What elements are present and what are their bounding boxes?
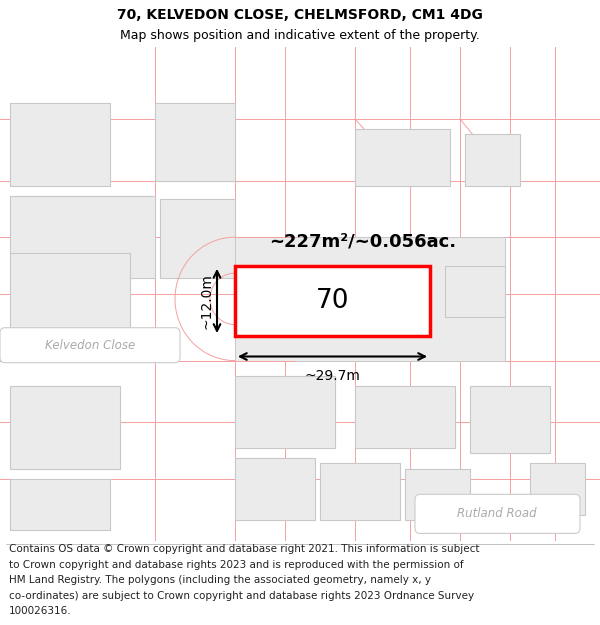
Text: co-ordinates) are subject to Crown copyright and database rights 2023 Ordnance S: co-ordinates) are subject to Crown copyr…: [9, 591, 474, 601]
Bar: [235, 458, 315, 520]
Text: ~12.0m: ~12.0m: [199, 273, 213, 329]
Text: HM Land Registry. The polygons (including the associated geometry, namely x, y: HM Land Registry. The polygons (includin…: [9, 575, 431, 585]
Bar: [235, 266, 430, 336]
Bar: [10, 104, 110, 186]
Bar: [405, 469, 470, 520]
Bar: [530, 464, 585, 515]
Bar: [465, 134, 520, 186]
Bar: [235, 376, 335, 448]
Bar: [235, 237, 505, 361]
Bar: [10, 196, 155, 278]
Text: Rutland Road: Rutland Road: [457, 508, 537, 521]
Text: 70: 70: [316, 288, 349, 314]
FancyBboxPatch shape: [0, 328, 180, 362]
Bar: [445, 266, 505, 318]
Bar: [10, 386, 120, 469]
Bar: [10, 253, 130, 345]
Text: Map shows position and indicative extent of the property.: Map shows position and indicative extent…: [120, 29, 480, 42]
Bar: [10, 479, 110, 531]
Text: 100026316.: 100026316.: [9, 606, 71, 616]
Bar: [355, 129, 450, 186]
Bar: [160, 199, 235, 278]
Text: to Crown copyright and database rights 2023 and is reproduced with the permissio: to Crown copyright and database rights 2…: [9, 559, 464, 569]
FancyBboxPatch shape: [415, 494, 580, 533]
Bar: [470, 386, 550, 453]
Text: ~227m²/~0.056ac.: ~227m²/~0.056ac.: [269, 232, 456, 251]
Bar: [155, 104, 235, 181]
Bar: [355, 386, 455, 448]
Text: Kelvedon Close: Kelvedon Close: [45, 339, 135, 352]
Text: ~29.7m: ~29.7m: [305, 369, 361, 383]
Text: Contains OS data © Crown copyright and database right 2021. This information is : Contains OS data © Crown copyright and d…: [9, 544, 479, 554]
Text: 70, KELVEDON CLOSE, CHELMSFORD, CM1 4DG: 70, KELVEDON CLOSE, CHELMSFORD, CM1 4DG: [117, 8, 483, 22]
Bar: [320, 464, 400, 520]
